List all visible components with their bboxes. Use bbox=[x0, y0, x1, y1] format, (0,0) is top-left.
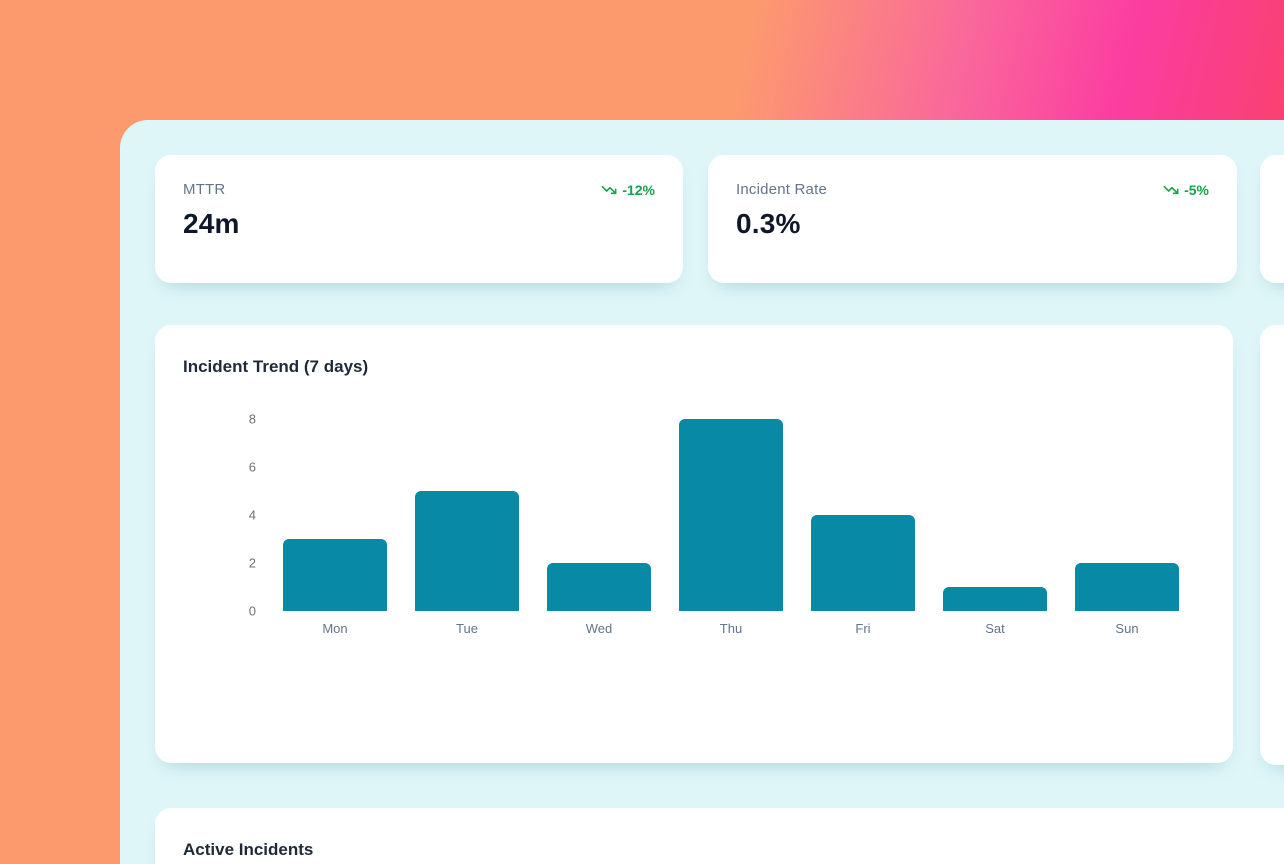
bar-sat[interactable] bbox=[943, 587, 1047, 611]
stat-value: 0.3% bbox=[736, 208, 801, 239]
bar-slot: Wed bbox=[547, 419, 679, 636]
stat-label: MTTR bbox=[183, 181, 226, 198]
bar-slot: Sat bbox=[943, 419, 1075, 636]
stat-trend-value: -12% bbox=[622, 181, 655, 198]
bar-fri[interactable] bbox=[811, 515, 915, 611]
dashboard-panel: MTTR -12% 24m Incident Rate bbox=[120, 120, 1284, 864]
trending-down-icon bbox=[1163, 182, 1179, 198]
bar-slot: Fri bbox=[811, 419, 943, 636]
stat-trend-value: -5% bbox=[1184, 181, 1209, 198]
x-tick-label: Mon bbox=[322, 621, 348, 636]
bar-slot: Mon bbox=[283, 419, 415, 636]
bar-mon[interactable] bbox=[283, 539, 387, 611]
x-tick-label: Wed bbox=[585, 621, 613, 636]
y-tick-label: 2 bbox=[248, 555, 256, 571]
chart-title: Incident Trend (7 days) bbox=[183, 357, 369, 376]
side-card-partial bbox=[1260, 325, 1284, 765]
y-tick-label: 0 bbox=[248, 603, 256, 619]
bar-thu[interactable] bbox=[679, 419, 783, 611]
y-axis: 0 2 4 6 8 bbox=[155, 412, 256, 619]
stat-card-partial bbox=[1260, 155, 1284, 283]
x-tick-label: Thu bbox=[719, 621, 743, 636]
stat-trend-badge: -5% bbox=[1163, 182, 1209, 198]
stat-card-header: Incident Rate -5% bbox=[736, 181, 1209, 198]
stat-card-header: MTTR -12% bbox=[183, 181, 655, 198]
bar-slot: Thu bbox=[679, 419, 811, 636]
bar-wed[interactable] bbox=[547, 563, 651, 611]
x-tick-label: Tue bbox=[456, 621, 478, 636]
stat-card-incident-rate: Incident Rate -5% 0.3% bbox=[708, 155, 1237, 283]
y-tick-label: 4 bbox=[248, 507, 256, 523]
y-tick-label: 6 bbox=[248, 459, 256, 475]
bar-tue[interactable] bbox=[415, 491, 519, 611]
incidents-title: Active Incidents bbox=[183, 840, 314, 859]
stat-value: 24m bbox=[183, 208, 240, 239]
bar-slot: Sun bbox=[1075, 419, 1207, 636]
bar-slot: Tue bbox=[415, 419, 547, 636]
stat-card-mttr: MTTR -12% 24m bbox=[155, 155, 683, 283]
x-tick-label: Sun bbox=[1115, 621, 1139, 636]
bar-group: Mon Tue Wed Thu Fri Sat Sun bbox=[283, 419, 1207, 636]
incident-trend-chart-card: Incident Trend (7 days) 0 2 4 6 8 Mon Tue Wed T… bbox=[155, 325, 1233, 763]
x-tick-label: Sat bbox=[985, 621, 1005, 636]
bar-sun[interactable] bbox=[1075, 563, 1179, 611]
stat-label: Incident Rate bbox=[736, 181, 827, 198]
y-tick-label: 8 bbox=[248, 411, 256, 427]
x-tick-label: Fri bbox=[855, 621, 871, 636]
active-incidents-card: Active Incidents bbox=[155, 808, 1284, 864]
bar-chart: 0 2 4 6 8 Mon Tue Wed Thu Fri Sat Sun bbox=[155, 412, 1233, 636]
stat-trend-badge: -12% bbox=[601, 182, 655, 198]
trending-down-icon bbox=[601, 182, 617, 198]
